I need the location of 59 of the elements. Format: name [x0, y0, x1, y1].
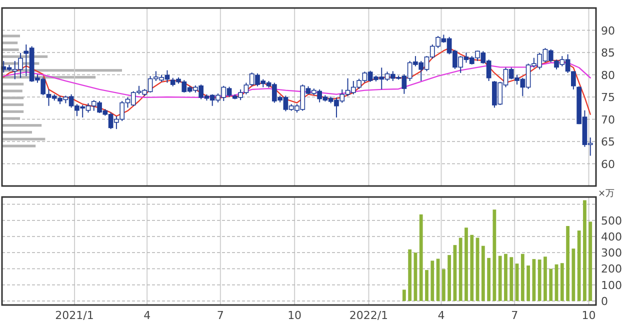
y-tick-label: 200: [601, 262, 622, 276]
bar: [402, 290, 406, 301]
bar: [544, 256, 547, 301]
bar: [532, 259, 536, 301]
bar: [538, 260, 542, 301]
y-tick-label: 80: [601, 68, 615, 82]
y-tick-label: 0: [601, 294, 608, 308]
bar: [458, 238, 462, 301]
bar: [498, 256, 502, 301]
bar: [2, 34, 20, 38]
bar: [504, 254, 508, 301]
bar: [549, 268, 553, 301]
bar: [583, 200, 586, 301]
y-tick-label: 400: [601, 230, 622, 244]
bar: [2, 110, 24, 113]
bar: [526, 266, 530, 301]
y-axis-title: ×万: [598, 189, 615, 199]
y-tick-label: 70: [601, 113, 615, 126]
bar: [430, 260, 434, 301]
bar: [2, 124, 42, 127]
bar: [2, 90, 22, 92]
y-tick-label: 100: [601, 278, 622, 292]
bar: [588, 222, 592, 301]
bar: [572, 248, 576, 301]
x-tick-label: 10: [582, 309, 596, 322]
line-series: [3, 47, 591, 117]
y-tick-label: 60: [601, 158, 615, 171]
bar: [2, 103, 24, 106]
y-tick-label: 85: [601, 46, 615, 60]
bar: [520, 254, 524, 301]
bar: [448, 255, 452, 301]
bar: [425, 270, 428, 301]
x-tick-label: 4: [438, 309, 445, 322]
bar: [2, 42, 18, 44]
bar: [2, 82, 24, 86]
bar: [481, 246, 485, 301]
x-tick-label: 7: [511, 309, 518, 322]
y-tick-label: 65: [601, 136, 615, 148]
y-tick-label: 500: [601, 214, 622, 228]
y-tick-label: 75: [601, 91, 615, 104]
bar: [470, 234, 474, 301]
x-tick-label: 4: [144, 309, 151, 322]
x-tick-label: 7: [216, 309, 224, 322]
x-tick-label: 2022/1: [349, 309, 388, 322]
bar: [442, 269, 446, 301]
bar: [566, 226, 570, 301]
x-tick-label: 10: [288, 309, 302, 322]
bar: [408, 249, 412, 301]
bar: [419, 214, 423, 301]
bar: [464, 228, 468, 301]
y-tick-label: 90: [601, 24, 615, 38]
bar: [2, 144, 36, 148]
bar: [510, 257, 514, 301]
bar: [560, 263, 564, 301]
x-tick-label: 2021/1: [55, 309, 94, 322]
bar: [487, 258, 490, 301]
y-tick-label: 300: [601, 246, 622, 260]
bar: [2, 130, 32, 134]
bar: [577, 230, 581, 301]
